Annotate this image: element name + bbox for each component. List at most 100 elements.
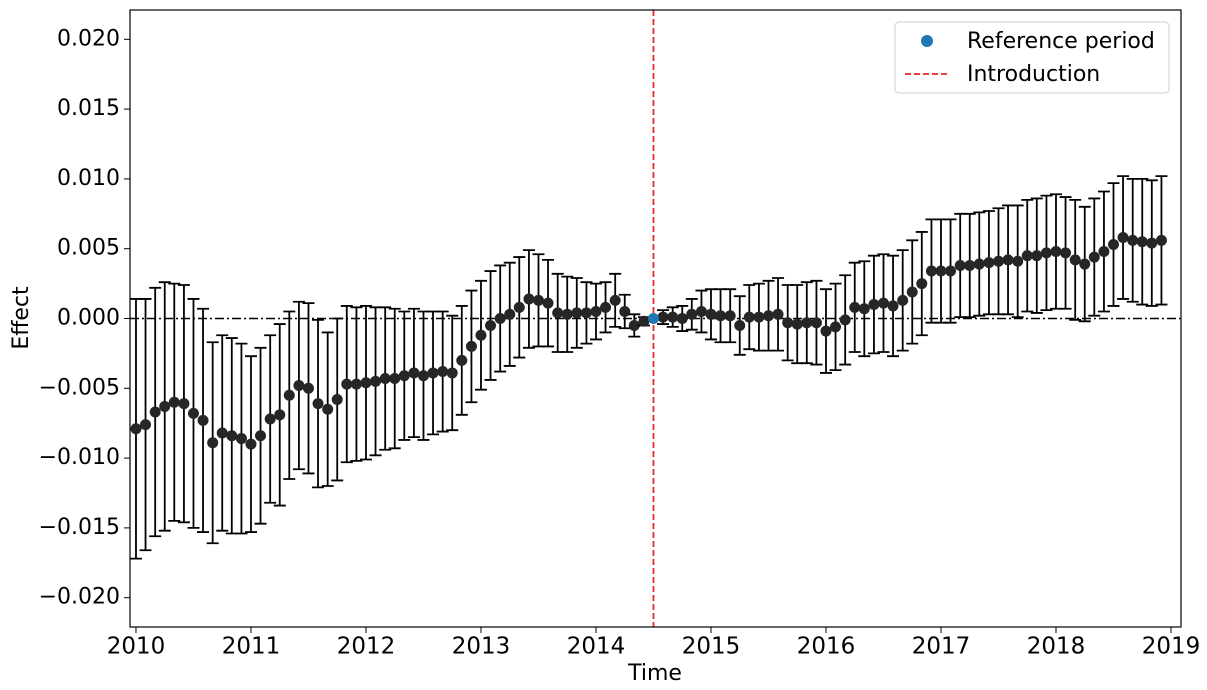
point [417,370,429,382]
point [782,317,794,329]
x-tick-label: 2016 [797,634,856,660]
point [887,300,899,312]
y-axis-label: Effect [9,286,34,350]
point [302,382,314,394]
x-tick-label: 2017 [912,634,971,660]
point [207,437,219,449]
point [523,293,535,305]
point [475,329,487,341]
point [619,306,631,318]
point [945,265,957,277]
point [676,313,688,324]
point [446,367,458,379]
point [370,375,382,387]
point [628,319,640,331]
point [465,340,477,352]
point [705,308,717,320]
point [973,258,985,270]
x-tick-label: 2014 [567,634,626,660]
point [868,299,880,311]
point [772,308,784,320]
point [858,303,870,315]
y-tick-label: 0.015 [57,96,120,121]
point [130,423,142,435]
point [178,398,190,410]
point [580,307,592,319]
y-tick-label: −0.010 [39,445,120,470]
point [1060,247,1072,259]
y-tick-label: 0.005 [57,236,120,261]
point [322,403,334,415]
x-tick-label: 2019 [1142,634,1201,660]
point [350,378,362,390]
point [1040,247,1052,259]
point [801,317,813,329]
point [964,259,976,271]
point [916,278,928,290]
point [695,306,707,318]
point [1002,254,1014,266]
y-tick-label: 0.010 [57,166,120,191]
point [743,311,755,323]
point [331,393,343,405]
point [667,311,679,323]
point [532,294,544,306]
point [1107,239,1119,251]
y-tick-label: −0.020 [39,585,120,610]
point [437,366,449,378]
point [1098,245,1110,257]
x-tick-label: 2012 [337,634,396,660]
point [398,370,410,382]
point [753,311,765,323]
point [1088,251,1100,263]
point [149,406,161,418]
point [1050,245,1062,257]
point [877,297,889,309]
point [1012,255,1024,267]
point [283,389,295,401]
point [600,301,612,313]
point [791,318,803,330]
legend-label: Reference period [967,29,1155,54]
point [255,430,267,442]
point [140,419,152,431]
y-tick-label: −0.005 [39,375,120,400]
point [1069,254,1081,266]
point [609,294,621,306]
point [494,313,506,324]
point [724,310,736,322]
point [657,311,669,323]
point [274,409,286,421]
y-tick-label: 0.020 [57,26,120,51]
x-tick-label: 2011 [222,634,281,660]
x-tick-label: 2010 [107,634,166,660]
point [849,301,861,313]
legend-label: Introduction [967,62,1100,87]
point [715,310,727,322]
point [187,407,199,419]
x-tick-label: 2015 [682,634,741,660]
y-tick-label: −0.015 [39,515,120,540]
point [197,414,209,426]
point [820,325,832,337]
point [935,265,947,277]
point [542,297,554,309]
point [1117,232,1129,244]
point [216,427,228,439]
point [1146,237,1158,249]
point [1021,250,1033,262]
point [1127,234,1139,246]
point [762,310,774,322]
point [408,367,420,379]
point [830,321,842,333]
point [810,317,822,329]
point [159,400,171,412]
point [226,430,238,442]
point [954,259,966,271]
point [734,319,746,331]
point [647,313,659,324]
point [590,306,602,318]
point [485,319,497,331]
point [513,301,525,313]
point [925,265,937,277]
